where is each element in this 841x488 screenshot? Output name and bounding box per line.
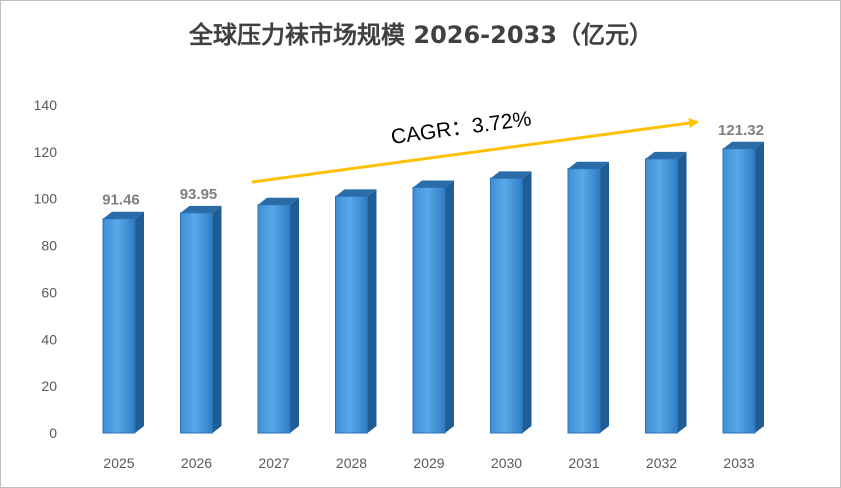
y-tick-label: 140 [34,97,58,113]
bar-front-face [335,195,368,434]
y-tick-label: 80 [41,238,57,254]
y-tick-label: 60 [41,284,57,300]
bar-front-face [257,204,291,434]
bar [412,180,454,434]
data-labels: 91.46 93.95 121.32 [102,122,764,209]
bar-front-face [567,168,601,434]
bar-side-face [445,180,454,433]
bar-side-face [212,205,222,433]
x-axis: 2025 2026 2027 2028 2029 2030 2031 2032 2033 [103,455,754,471]
bar [102,211,144,434]
x-tick-label: 2027 [258,455,289,471]
bar [722,141,764,434]
y-tick-label: 0 [49,425,57,441]
cagr-annotation: CAGR：3.72% [390,107,533,149]
bar-front-face [180,212,213,434]
bar-top-face [645,151,687,159]
x-tick-label: 2028 [336,455,367,471]
y-tick-label: 120 [34,144,58,160]
bar-top-face [180,205,222,213]
bar-top-face [723,141,764,149]
x-tick-label: 2025 [103,455,134,471]
x-tick-label: 2032 [646,455,677,471]
y-tick-label: 40 [41,331,57,347]
bar-front-face [412,186,446,434]
y-axis: 0 20 40 60 80 100 120 140 [34,97,58,441]
bar [257,197,299,434]
bar-top-face [258,197,299,205]
bar-top-face [103,211,144,219]
bar-front-face [722,148,756,434]
bar [645,151,687,434]
bar-top-face [335,189,377,197]
bars-group [102,141,764,434]
bar [567,161,609,434]
bar-side-face [135,211,144,433]
cagr-arrow [251,118,699,184]
x-tick-label: 2026 [181,455,212,471]
bar-front-face [490,177,523,434]
bar [335,189,377,434]
bar-front-face [102,218,136,434]
x-tick-label: 2029 [413,455,444,471]
y-tick-label: 20 [41,378,57,394]
bar-side-face [755,141,764,433]
bar-side-face [367,189,377,433]
y-tick-label: 100 [34,191,58,207]
x-tick-label: 2031 [568,455,599,471]
bar-top-face [413,180,454,188]
data-label: 93.95 [180,186,218,203]
bar [490,171,532,434]
bar-top-face [568,161,609,169]
bar [180,205,222,434]
data-label: 121.32 [718,122,764,139]
chart-title: 全球压力袜市场规模 2026-2033（亿元） [188,21,653,49]
x-tick-label: 2030 [491,455,522,471]
bar-top-face [490,171,532,179]
bar-side-face [677,151,687,433]
bar-side-face [522,171,532,434]
bar-side-face [290,197,299,433]
bar-front-face [645,158,678,434]
bar-side-face [600,161,609,433]
data-label: 91.46 [102,192,140,209]
x-tick-label: 2033 [723,455,754,471]
